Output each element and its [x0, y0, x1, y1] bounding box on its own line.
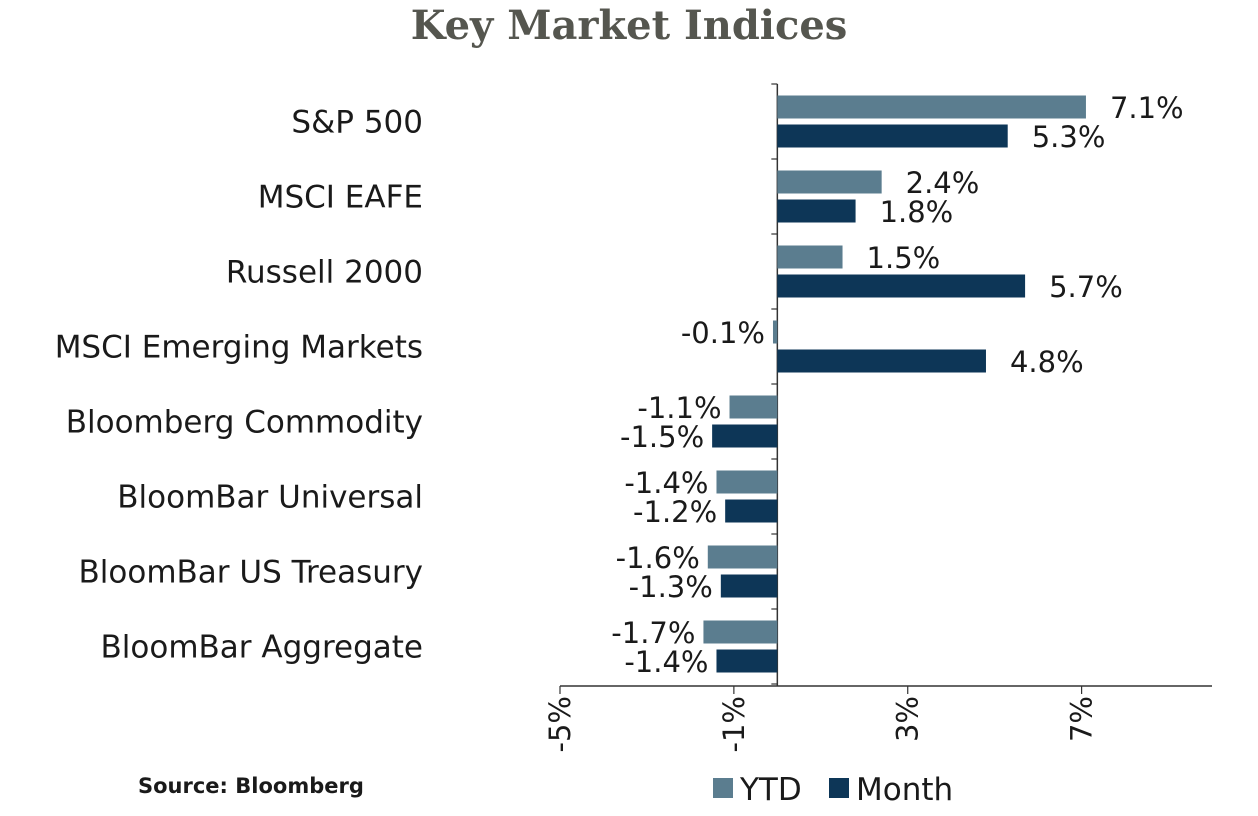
ytd-bar [729, 395, 778, 419]
month-bar [777, 124, 1008, 148]
month-bar [777, 274, 1026, 298]
category-label: MSCI Emerging Markets [55, 330, 423, 366]
ytd-legend-label: YTD [739, 772, 802, 808]
month-bar [720, 574, 778, 598]
category-label: Bloomberg Commodity [66, 405, 423, 441]
month-value-label: 5.7% [1049, 270, 1123, 304]
x-tick-label: 7% [1065, 696, 1099, 742]
chart-title: Key Market Indices [410, 2, 848, 49]
ytd-value-label: 1.5% [867, 241, 941, 275]
x-tick-label: 3% [891, 696, 925, 742]
month-bar [725, 499, 778, 523]
category-label: BloomBar Universal [117, 480, 423, 516]
x-tick-label: -1% [717, 696, 751, 752]
month-legend-label: Month [856, 772, 953, 808]
month-bar [777, 349, 986, 373]
ytd-bar [777, 170, 882, 194]
month-value-label: -1.3% [629, 570, 713, 604]
month-legend-swatch [829, 778, 849, 798]
month-value-label: -1.4% [624, 645, 708, 679]
month-value-label: -1.5% [620, 420, 704, 454]
category-label: MSCI EAFE [258, 180, 423, 216]
category-label: BloomBar Aggregate [101, 630, 423, 666]
ytd-bar [703, 620, 778, 644]
ytd-value-label: -1.6% [616, 541, 700, 575]
ytd-bar [777, 245, 843, 269]
month-bar [777, 199, 856, 223]
month-value-label: -1.2% [633, 495, 717, 529]
month-value-label: 4.8% [1010, 345, 1084, 379]
category-label: BloomBar US Treasury [79, 555, 424, 591]
ytd-value-label: -1.4% [624, 466, 708, 500]
month-bar [716, 649, 778, 673]
ytd-bar [777, 95, 1086, 119]
ytd-bar [707, 545, 778, 569]
ytd-legend-swatch [713, 778, 733, 798]
ytd-value-label: -1.1% [637, 391, 721, 425]
x-tick-label: -5% [543, 696, 577, 752]
ytd-bar [716, 470, 778, 494]
ytd-value-label: -1.7% [611, 616, 695, 650]
month-value-label: 5.3% [1032, 120, 1106, 154]
month-value-label: 1.8% [880, 195, 954, 229]
ytd-value-label: 7.1% [1110, 91, 1184, 125]
ytd-bar [772, 320, 778, 344]
category-label: Russell 2000 [226, 255, 423, 291]
category-label: S&P 500 [291, 105, 423, 141]
ytd-value-label: -0.1% [681, 316, 765, 350]
source-note: Source: Bloomberg [138, 774, 364, 798]
month-bar [712, 424, 778, 448]
ytd-value-label: 2.4% [906, 166, 980, 200]
